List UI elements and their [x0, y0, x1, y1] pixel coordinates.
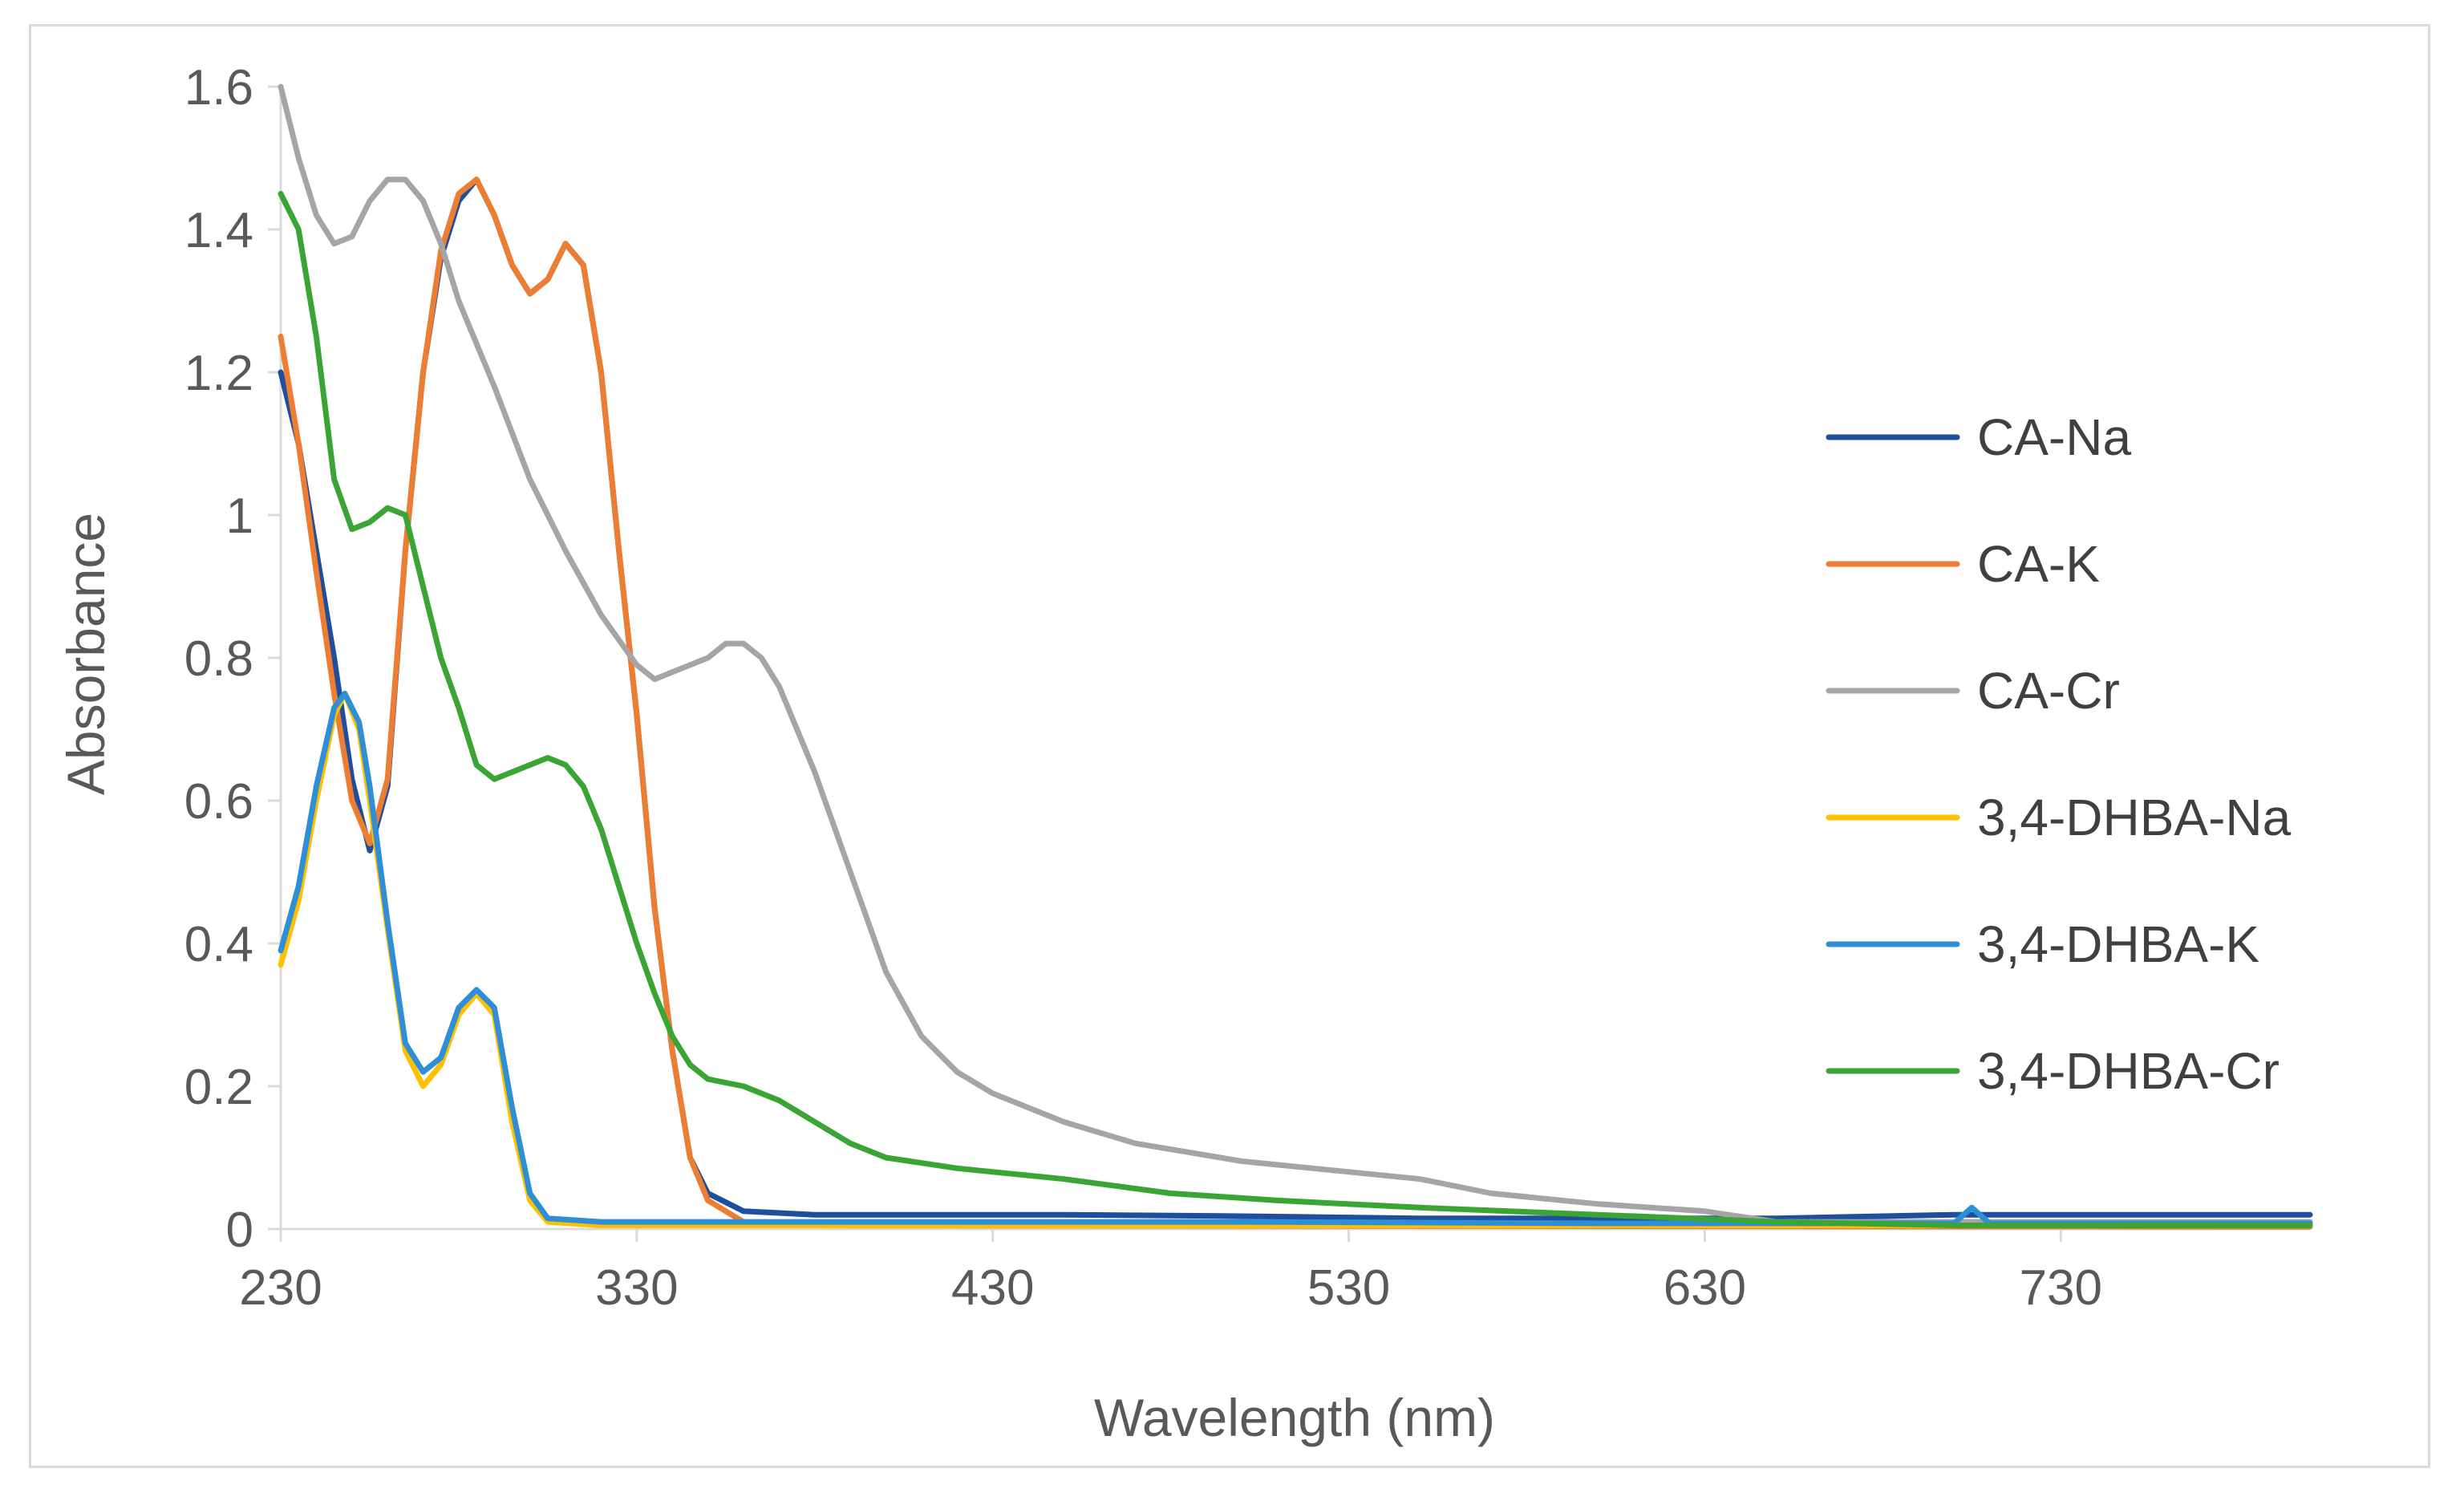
y-axis-title: Absorbance [56, 513, 116, 795]
y-tick-label: 1 [226, 489, 253, 544]
x-tick-label: 230 [239, 1260, 322, 1316]
x-tick-label: 730 [2020, 1260, 2102, 1316]
series-line-3-4-dhba-cr [278, 191, 2313, 1228]
legend-label-3-4-dhba-cr: 3,4-DHBA-Cr [1977, 1042, 2280, 1100]
legend-label-ca-cr: CA-Cr [1977, 662, 2120, 720]
x-tick-label: 330 [595, 1260, 678, 1316]
y-tick-label: 0.6 [184, 774, 253, 830]
series-line-ca-k [278, 176, 2313, 1230]
y-tick-label: 0 [226, 1203, 253, 1258]
y-tick-label: 0.4 [184, 917, 253, 972]
y-tick-label: 1.6 [184, 60, 253, 116]
legend-label-ca-na: CA-Na [1977, 408, 2131, 466]
series-line-ca-cr [278, 83, 2313, 1225]
x-tick-label: 430 [951, 1260, 1034, 1316]
x-axis-title: Wavelength (nm) [1094, 1388, 1495, 1447]
series-lines [278, 83, 2313, 1230]
axes: 0 0.2 0.4 0.6 0.8 1 1.2 1.4 1.6 230 330 430 530 630 73… [184, 60, 2310, 1316]
legend-label-3-4-dhba-k: 3,4-DHBA-K [1977, 915, 2259, 973]
legend-label-3-4-dhba-na: 3,4-DHBA-Na [1977, 789, 2292, 846]
y-tick-label: 1.2 [184, 346, 253, 401]
y-tick-label: 0.2 [184, 1060, 253, 1115]
x-tick-label: 530 [1307, 1260, 1390, 1316]
legend: CA-Na CA-K CA-Cr 3,4-DHBA-Na 3,4-DHBA-K 3,4-D… [1826, 408, 2292, 1100]
legend-label-ca-k: CA-K [1977, 535, 2100, 593]
y-tick-label: 1.4 [184, 203, 253, 258]
series-line-3-4-dhba-k [278, 691, 2313, 1227]
y-tick-label: 0.8 [184, 631, 253, 687]
x-tick-label: 630 [1664, 1260, 1746, 1316]
